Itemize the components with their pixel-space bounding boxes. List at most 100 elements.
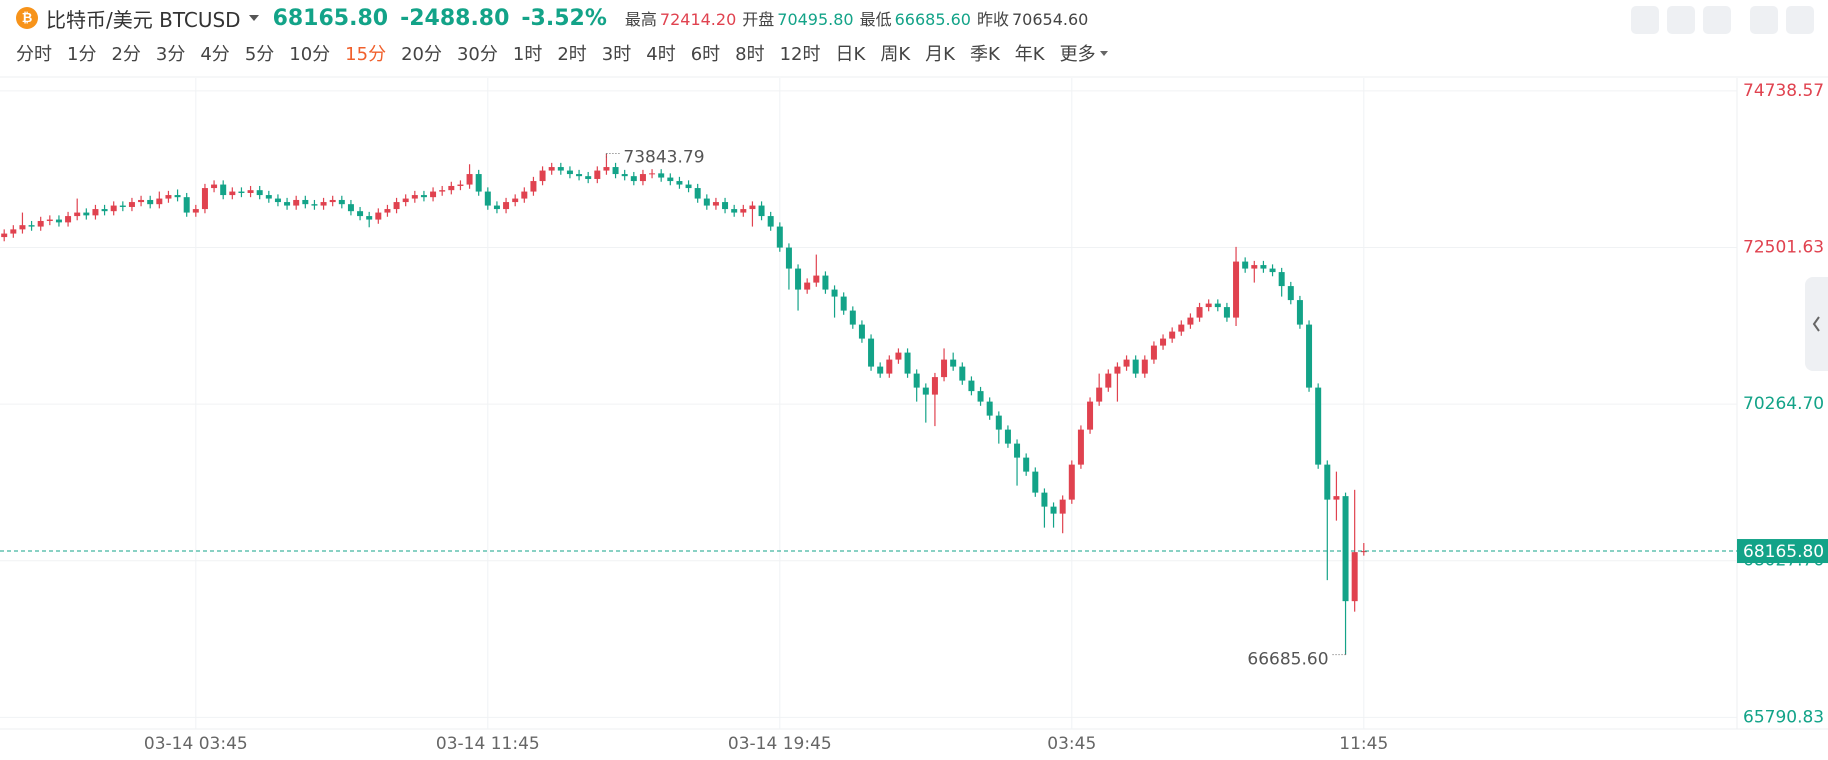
change-pct: -3.52%: [521, 5, 607, 31]
y-tick-label: 74738.57: [1743, 81, 1824, 101]
interval[interactable]: 6时: [690, 44, 721, 65]
candle-body: [995, 415, 1002, 430]
candle-body: [402, 198, 409, 203]
candle-body: [220, 184, 227, 196]
more-label: 更多: [1059, 44, 1096, 65]
interval[interactable]: 分时: [16, 44, 52, 65]
candle-body: [986, 401, 993, 416]
candle-body: [1032, 471, 1039, 493]
candle-body: [384, 209, 391, 213]
candle-body: [712, 202, 719, 206]
candle-body: [366, 216, 373, 220]
candle-body: [922, 387, 929, 395]
candle-body: [238, 191, 245, 193]
candle-body: [576, 174, 583, 177]
candle-body: [858, 324, 865, 339]
candle-body: [913, 373, 920, 388]
interval[interactable]: 8时: [735, 44, 765, 65]
interval[interactable]: 12时: [779, 44, 821, 65]
candle-body: [1014, 443, 1021, 458]
candle-body: [284, 202, 291, 206]
interval[interactable]: 日K: [835, 44, 866, 65]
candle-body: [1123, 359, 1130, 367]
annotation: 66685.60: [1247, 650, 1328, 670]
candle-body: [165, 195, 172, 199]
interval[interactable]: 1分: [67, 44, 97, 65]
interval[interactable]: 周K: [880, 44, 911, 65]
candle-body: [375, 212, 382, 220]
candle-body: [521, 191, 528, 199]
candle-body: [128, 202, 135, 207]
candle-body: [393, 202, 400, 210]
candle-body: [19, 225, 26, 230]
candle-body: [1351, 552, 1358, 602]
candle-body: [46, 219, 53, 221]
interval[interactable]: 1时: [512, 44, 543, 65]
candle-body: [83, 212, 90, 216]
minimize-button[interactable]: [1750, 6, 1778, 34]
candle-body: [256, 190, 263, 196]
last-price-label: 68165.80: [1743, 542, 1824, 562]
candle-body: [10, 229, 17, 234]
candle-body: [1269, 268, 1276, 273]
candle-body: [776, 226, 783, 248]
side-tab[interactable]: [1805, 277, 1828, 371]
candle-body: [1342, 496, 1349, 602]
candle-body: [1260, 265, 1267, 269]
candle-body: [849, 310, 856, 325]
candle-body: [1315, 387, 1322, 465]
candle-body: [895, 352, 902, 360]
candle-body: [548, 167, 555, 171]
candle-body: [37, 220, 44, 227]
interval[interactable]: 3时: [601, 44, 632, 65]
interval[interactable]: 月K: [925, 44, 955, 65]
x-tick-label: 03-14 19:45: [728, 734, 832, 754]
draw-button[interactable]: [1667, 6, 1695, 34]
interval[interactable]: 2时: [557, 44, 587, 65]
interval[interactable]: 3分: [155, 44, 186, 65]
candle-body: [475, 174, 482, 192]
candle-body: [785, 247, 792, 269]
interval[interactable]: 2分: [111, 44, 141, 65]
candle-body: [1223, 307, 1230, 318]
chart-type-button[interactable]: [1703, 6, 1731, 34]
interval[interactable]: 10分: [289, 44, 331, 65]
candle-body: [74, 212, 81, 217]
candle-body: [767, 216, 774, 227]
indicator-button[interactable]: [1631, 6, 1659, 34]
candle-body: [101, 209, 108, 212]
candle-body: [493, 205, 500, 210]
candle-body: [649, 173, 656, 175]
candle-body: [512, 198, 519, 203]
interval[interactable]: 5分: [244, 44, 275, 65]
y-tick-label: 68027.76: [1743, 551, 1824, 571]
candle-body: [183, 197, 190, 213]
interval[interactable]: 15分: [345, 44, 387, 65]
candle-body: [530, 181, 537, 192]
dropdown-caret[interactable]: [248, 15, 259, 21]
candle-body: [274, 198, 281, 203]
candle-body: [612, 167, 619, 175]
candle-body: [211, 184, 218, 189]
candle-body: [1059, 499, 1066, 514]
interval[interactable]: 年K: [1014, 44, 1045, 65]
more[interactable]: 更多: [1060, 40, 1108, 66]
interval[interactable]: 季K: [969, 44, 1000, 65]
close-button[interactable]: [1786, 6, 1814, 34]
candle-body: [347, 204, 354, 212]
candle-body: [1023, 457, 1030, 472]
y-tick-label: 65790.83: [1743, 707, 1824, 727]
x-tick-label: 11:45: [1339, 734, 1388, 754]
candle-body: [311, 204, 318, 206]
candle-body: [1077, 429, 1084, 465]
interval[interactable]: 30分: [456, 44, 498, 65]
candle-body: [1096, 387, 1103, 402]
candle-body: [293, 199, 300, 206]
candle-body: [840, 296, 847, 311]
interval[interactable]: 4时: [646, 44, 676, 65]
candle-body: [192, 209, 199, 213]
candle-body: [28, 225, 35, 227]
symbol[interactable]: 比特币/美元 BTCUSD: [46, 7, 241, 32]
interval[interactable]: 20分: [401, 44, 442, 65]
interval[interactable]: 4分: [200, 44, 230, 65]
